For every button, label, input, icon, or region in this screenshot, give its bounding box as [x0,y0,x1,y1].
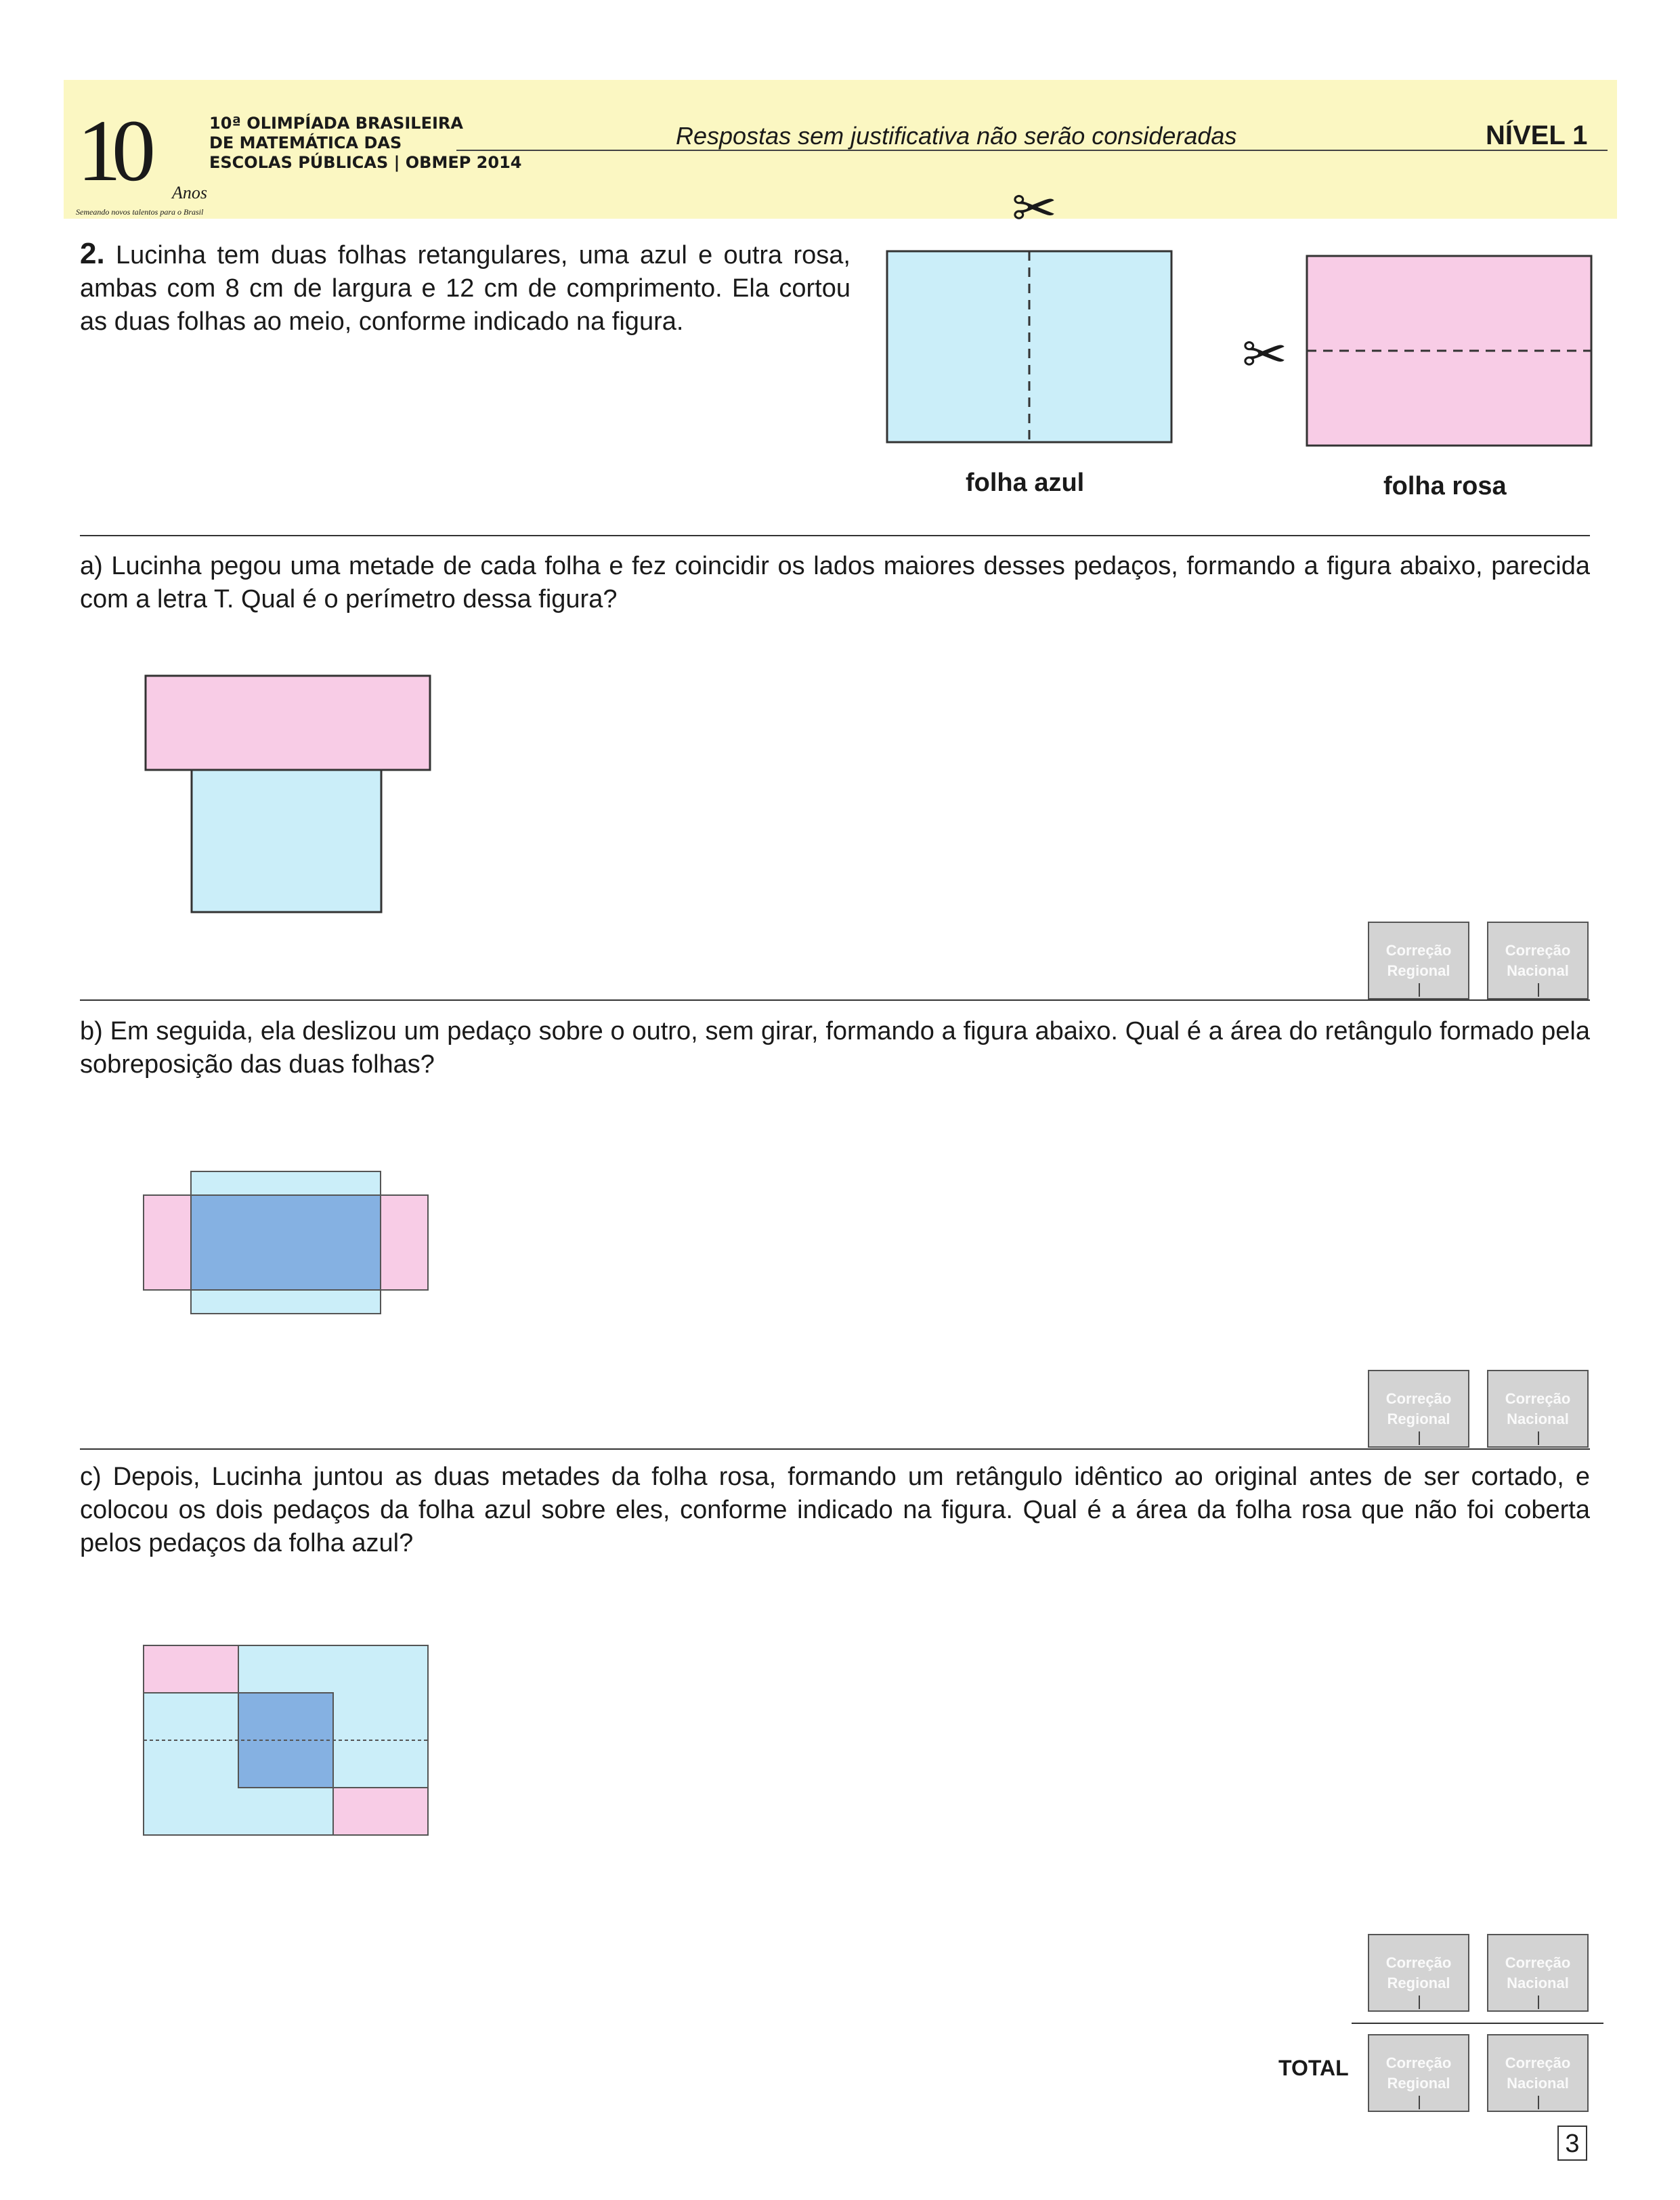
covered-sheet-figure [143,1645,429,1836]
org-line-2: DE MATEMÁTICA DAS [209,133,402,152]
label-pink-sheet: folha rosa [1383,472,1507,500]
org-line-3: ESCOLAS PÚBLICAS | OBMEP 2014 [209,153,522,172]
question-statement: 2. Lucinha tem duas folhas retangulares,… [80,237,850,339]
divider [80,1448,1590,1450]
logo-tagline: Semeando novos talentos para o Brasil [76,207,204,217]
total-label: TOTAL [1278,2056,1349,2080]
scissors-icon: ✂ [1012,178,1058,238]
pink-half [144,674,431,771]
page-number: 3 [1557,2126,1587,2161]
part-a-text: a) Lucinha pegou uma metade de cada folh… [80,552,1590,613]
total-box-regional[interactable]: Correção Regional [1368,2034,1469,2112]
header-motto: Respostas sem justificativa não serão co… [676,122,1237,150]
organization-name: 10ª OLIMPÍADA BRASILEIRA DE MATEMÁTICA D… [209,114,521,173]
header-divider [456,150,1608,151]
question-number: 2. [80,237,105,270]
overlap-region [190,1194,381,1291]
blue-sheet [886,250,1173,444]
correction-box-nacional[interactable]: Correção Nacional [1487,922,1589,999]
blue-half [190,769,383,913]
logo-number: 10 [77,102,156,200]
correction-box-regional[interactable]: Correção Regional [1368,1934,1469,2012]
part-c-text: c) Depois, Lucinha juntou as duas metade… [80,1463,1590,1557]
correction-box-regional[interactable]: Correção Regional [1368,1370,1469,1448]
correction-box-nacional[interactable]: Correção Nacional [1487,1370,1589,1448]
scissors-icon: ✂ [1242,324,1288,385]
t-shape-figure [144,674,431,913]
total-box-nacional[interactable]: Correção Nacional [1487,2034,1589,2112]
part-b-text: b) Em seguida, ela deslizou um pedaço so… [80,1017,1590,1079]
question-text: Lucinha tem duas folhas retangulares, um… [80,241,850,336]
logo-anos: Anos [172,183,207,202]
pink-sheet [1306,255,1593,447]
correction-box-regional[interactable]: Correção Regional [1368,922,1469,999]
label-blue-sheet: folha azul [966,469,1085,497]
level-label: NÍVEL 1 [1486,121,1588,150]
overlap-figure [143,1171,429,1314]
pink-sheet-figure [1306,255,1593,447]
correction-box-nacional[interactable]: Correção Nacional [1487,1934,1589,2012]
total-divider [1352,2023,1603,2024]
divider [80,999,1590,1001]
blue-sheet-figure [886,250,1173,444]
divider [80,535,1590,536]
page-header: 10 Anos Semeando novos talentos para o B… [64,80,1617,219]
org-line-1: 10ª OLIMPÍADA BRASILEIRA [209,114,463,133]
